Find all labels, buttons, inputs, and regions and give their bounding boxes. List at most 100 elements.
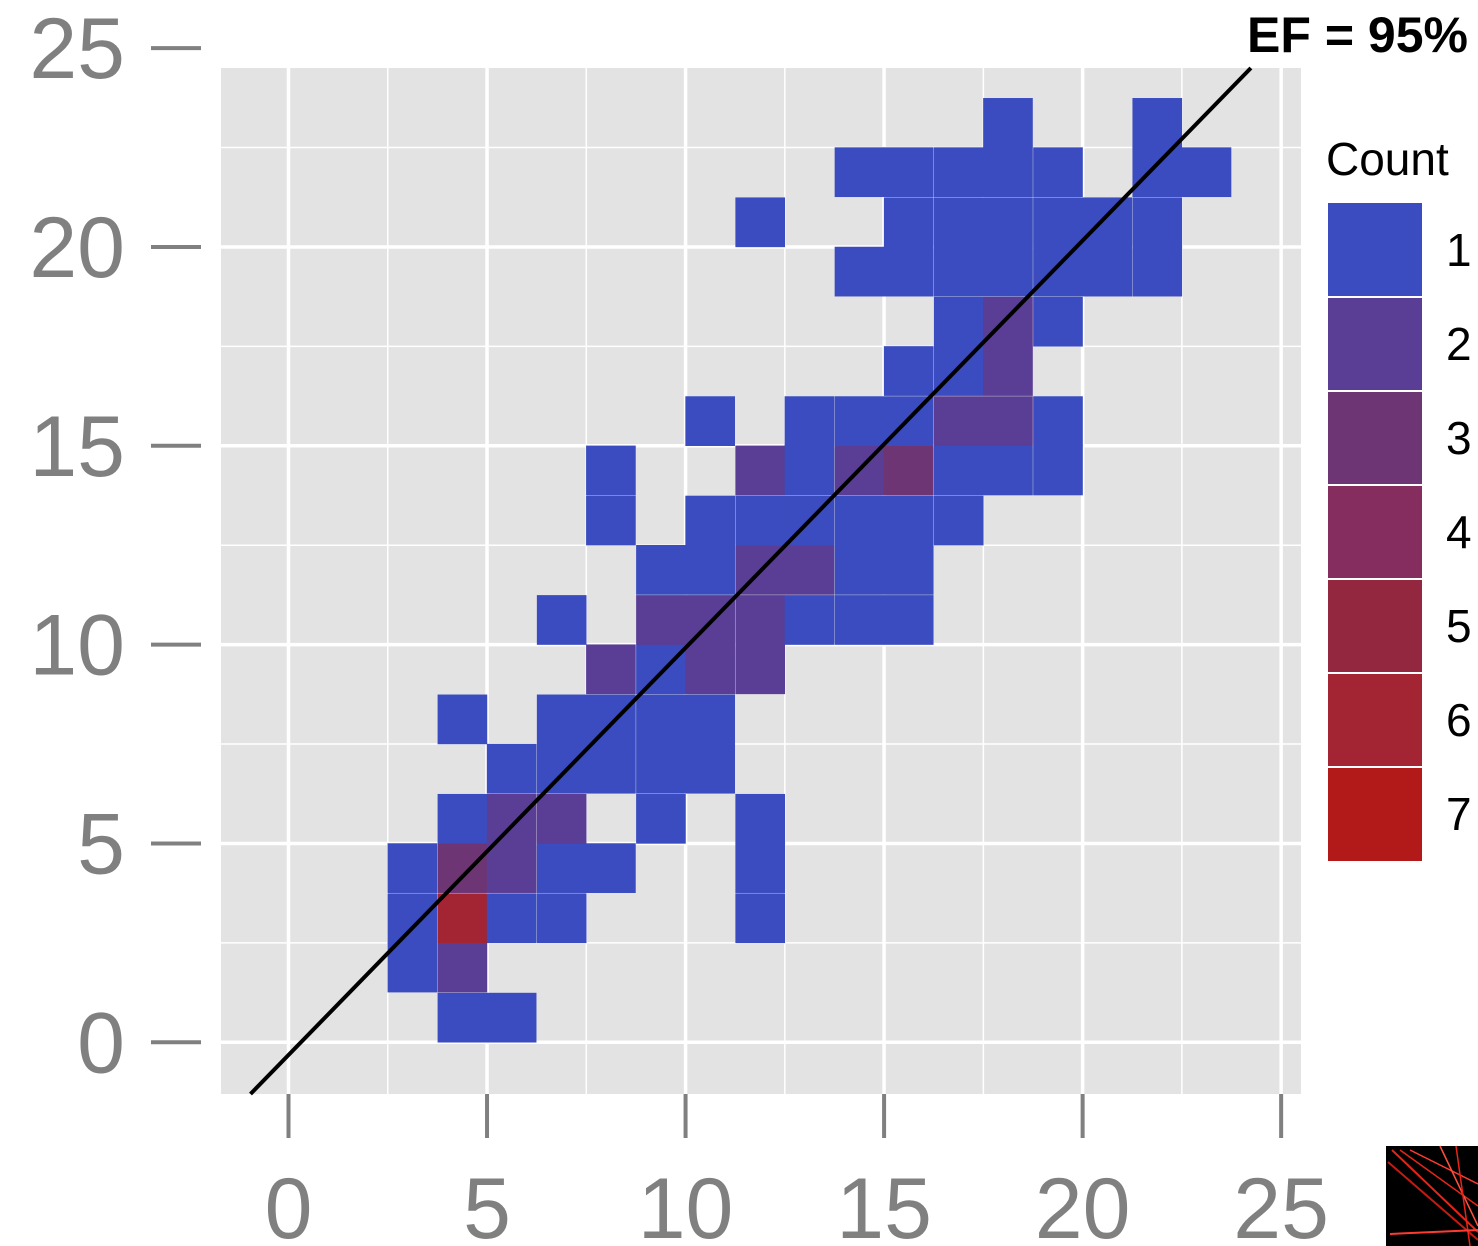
heatmap-bin bbox=[834, 396, 885, 446]
heatmap-bin bbox=[636, 545, 686, 595]
heatmap-bin bbox=[1132, 98, 1183, 148]
heatmap-bin bbox=[685, 743, 735, 794]
heatmap-bin bbox=[784, 545, 835, 595]
heatmap-bin bbox=[536, 595, 587, 645]
heatmap-bin bbox=[883, 246, 934, 297]
legend-key bbox=[1328, 579, 1422, 673]
heatmap-bin bbox=[933, 396, 984, 446]
heatmap-bin bbox=[883, 495, 934, 546]
legend-key bbox=[1328, 673, 1422, 767]
heatmap-bin bbox=[1033, 246, 1083, 297]
heatmap-bins bbox=[387, 98, 1232, 1043]
heatmap-bin bbox=[536, 793, 587, 844]
fit-line bbox=[249, 66, 1253, 1096]
heatmap-bin bbox=[685, 644, 735, 695]
heatmap-bin bbox=[586, 843, 636, 893]
y-tick-label: 5 bbox=[77, 796, 125, 892]
x-tick-label: 25 bbox=[1233, 1161, 1329, 1246]
heatmap-bin bbox=[636, 644, 686, 695]
heatmap-bin bbox=[983, 296, 1033, 347]
heatmap-bin bbox=[983, 197, 1033, 248]
heatmap-bin bbox=[1082, 246, 1133, 297]
heatmap-bin bbox=[933, 197, 984, 248]
heatmap-bin bbox=[486, 893, 537, 944]
x-tick-label: 20 bbox=[1035, 1161, 1131, 1246]
legend-label: 2 bbox=[1446, 318, 1472, 370]
heatmap-bin bbox=[486, 843, 537, 893]
heatmap-bin bbox=[685, 396, 735, 446]
x-tick-label: 15 bbox=[836, 1161, 932, 1246]
heatmap-bin bbox=[636, 694, 686, 745]
legend-title: Count bbox=[1326, 133, 1449, 185]
y-tick-label: 0 bbox=[77, 995, 125, 1091]
heatmap-bin bbox=[387, 942, 438, 993]
y-tick-label: 10 bbox=[29, 598, 125, 694]
legend-key bbox=[1328, 485, 1422, 579]
heatmap-bin bbox=[933, 346, 984, 396]
heatmap-bin bbox=[536, 893, 587, 944]
heatmap-bin bbox=[933, 246, 984, 297]
heatmap-bin bbox=[983, 346, 1033, 396]
heatmap-bin bbox=[735, 445, 786, 496]
legend: Count 1 2 3 4 5 6 7 bbox=[1326, 133, 1472, 861]
heatmap-bin bbox=[387, 893, 438, 944]
heatmap-bin bbox=[784, 595, 835, 645]
heatmap-bin bbox=[1033, 147, 1083, 198]
heatmap-bin bbox=[586, 644, 636, 695]
heatmap-bin bbox=[834, 595, 885, 645]
legend-keys: 1 2 3 4 5 6 7 bbox=[1328, 203, 1472, 861]
heatmap-bin bbox=[437, 793, 488, 844]
heatmap-bin bbox=[735, 893, 786, 944]
heatmap-bin bbox=[486, 992, 537, 1043]
heatmap-bin bbox=[586, 495, 636, 546]
heatmap-bin bbox=[983, 147, 1033, 198]
heatmap-bin bbox=[486, 793, 537, 844]
heatmap-bin bbox=[933, 296, 984, 347]
x-tick-label: 0 bbox=[265, 1161, 313, 1246]
heatmap-bin bbox=[437, 942, 488, 993]
legend-key bbox=[1328, 203, 1422, 297]
heatmap-bin bbox=[933, 495, 984, 546]
legend-key bbox=[1328, 297, 1422, 391]
x-tick-label: 10 bbox=[638, 1161, 734, 1246]
heatmap-bin bbox=[586, 743, 636, 794]
heatmap-bin bbox=[1181, 147, 1232, 198]
heatmap-bin bbox=[486, 743, 537, 794]
heatmap-bin bbox=[883, 346, 934, 396]
heatmap-bin bbox=[586, 694, 636, 745]
heatmap-bin bbox=[1033, 396, 1083, 446]
heatmap-bin bbox=[636, 743, 686, 794]
heatmap-bin bbox=[1033, 445, 1083, 496]
heatmap-bin bbox=[983, 396, 1033, 446]
heatmap-bin bbox=[437, 694, 488, 745]
heatmap-bin bbox=[1082, 197, 1133, 248]
heatmap-bin bbox=[883, 595, 934, 645]
x-tick-label: 5 bbox=[463, 1161, 511, 1246]
heatmap-bin bbox=[983, 445, 1033, 496]
legend-label: 4 bbox=[1446, 506, 1472, 558]
heatmap-bin bbox=[735, 197, 786, 248]
y-axis: 0 5 10 15 20 25 bbox=[29, 1, 201, 1091]
y-tick-label: 15 bbox=[29, 399, 125, 495]
heatmap-bin bbox=[685, 694, 735, 745]
heatmap-bin bbox=[685, 545, 735, 595]
heatmap-bin bbox=[933, 445, 984, 496]
y-tick-label: 20 bbox=[29, 200, 125, 296]
heatmap-bin bbox=[834, 147, 885, 198]
heatmap-bin bbox=[933, 147, 984, 198]
heatmap-bin bbox=[735, 843, 786, 893]
heatmap-bin bbox=[735, 793, 786, 844]
heatmap-bin bbox=[1033, 296, 1083, 347]
heatmap-bin bbox=[883, 545, 934, 595]
heatmap-bin bbox=[735, 644, 786, 695]
heatmap-bin bbox=[883, 445, 934, 496]
heatmap-bin bbox=[1132, 147, 1183, 198]
heatmap-bin bbox=[536, 843, 587, 893]
heatmap-bin bbox=[1132, 246, 1183, 297]
heatmap-bin bbox=[834, 495, 885, 546]
heatmap-bin bbox=[636, 595, 686, 645]
heatmap-bin bbox=[883, 147, 934, 198]
y-tick-label: 25 bbox=[29, 1, 125, 97]
ef-annotation: EF = 95% bbox=[1247, 7, 1468, 63]
